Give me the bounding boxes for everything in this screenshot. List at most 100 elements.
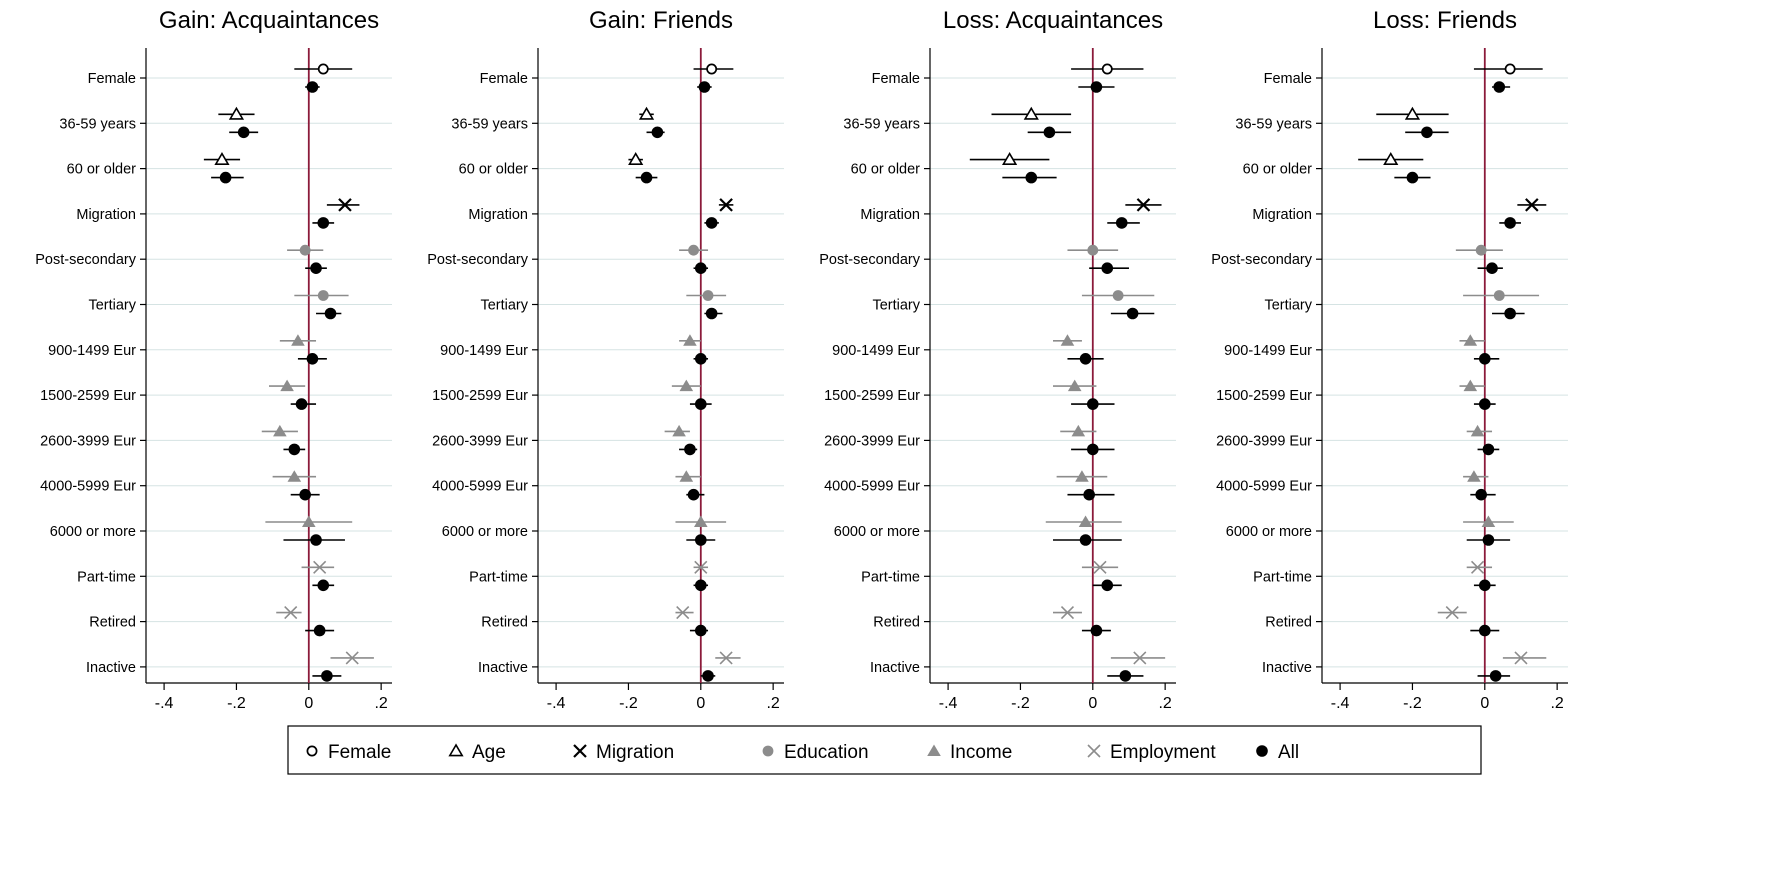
legend-label-employment: Employment <box>1110 742 1216 763</box>
point-all <box>702 670 714 682</box>
point-all <box>288 443 301 456</box>
point-all <box>1119 670 1132 682</box>
point-migration <box>1525 198 1539 212</box>
point-migration <box>1136 198 1151 212</box>
category-label: Inactive <box>870 660 920 676</box>
x-tick-label: -.4 <box>155 695 174 712</box>
category-label: Part-time <box>861 569 920 585</box>
point-education <box>299 244 311 256</box>
legend: Female Age Migration Education Income Employm… <box>287 725 1482 775</box>
point-all <box>1482 534 1495 546</box>
point-age <box>214 152 230 165</box>
point-all <box>698 81 711 93</box>
point-all <box>1126 307 1139 320</box>
point-employment <box>694 560 708 574</box>
category-label: 36-59 years <box>451 116 528 132</box>
point-income <box>1075 470 1089 482</box>
legend-label-education: Education <box>784 742 869 763</box>
point-all <box>324 307 337 320</box>
category-label: 1500-2599 Eur <box>1216 388 1312 404</box>
point-all <box>694 353 707 365</box>
panel-3: Loss: Acquaintances Female 36-59 years 60 o… <box>819 7 1176 712</box>
legend-marker-age <box>448 743 464 757</box>
point-employment <box>313 560 327 574</box>
category-label: 6000 or more <box>442 524 528 540</box>
point-female <box>1101 63 1113 75</box>
x-tick-label: -.2 <box>1011 695 1030 712</box>
point-employment <box>345 651 359 665</box>
panel-title: Loss: Friends <box>1373 7 1517 34</box>
point-education <box>1475 244 1487 256</box>
category-label: 36-59 years <box>1235 116 1312 132</box>
point-all <box>694 398 707 410</box>
point-migration <box>338 198 352 212</box>
x-tick-label: -.2 <box>1403 695 1422 712</box>
category-label: Retired <box>481 615 528 631</box>
point-income <box>1463 379 1478 392</box>
category-label: 2600-3999 Eur <box>40 433 136 449</box>
point-all <box>1504 217 1516 229</box>
category-label: 36-59 years <box>843 116 920 132</box>
category-label: Tertiary <box>872 298 920 314</box>
legend-marker-all <box>1256 745 1268 757</box>
point-age <box>228 106 245 120</box>
category-label: Inactive <box>478 660 528 676</box>
category-label: 2600-3999 Eur <box>824 433 920 449</box>
point-all <box>705 217 718 229</box>
point-income <box>1060 334 1075 346</box>
point-all <box>1489 670 1502 682</box>
point-all <box>1101 262 1114 275</box>
point-all <box>1083 488 1095 501</box>
point-age <box>1383 152 1399 165</box>
point-education <box>1112 290 1124 301</box>
point-all <box>317 579 330 592</box>
point-all <box>640 171 653 184</box>
point-income <box>301 515 316 527</box>
point-income <box>291 334 305 346</box>
point-migration <box>719 198 733 212</box>
category-label: Migration <box>76 207 136 223</box>
point-all <box>1482 443 1495 456</box>
category-label: 2600-3999 Eur <box>432 433 528 449</box>
point-all <box>321 670 333 682</box>
point-all <box>1115 217 1128 229</box>
category-label: 6000 or more <box>1226 524 1312 540</box>
point-income <box>672 424 686 437</box>
category-label: Retired <box>1265 615 1312 631</box>
point-education <box>317 290 329 301</box>
category-label: 6000 or more <box>834 524 920 540</box>
category-label: Migration <box>1252 207 1312 223</box>
category-label: Retired <box>89 615 136 631</box>
category-label: 900-1499 Eur <box>1224 343 1312 359</box>
point-all <box>219 171 232 184</box>
point-all <box>1406 171 1419 184</box>
point-employment <box>1093 560 1107 574</box>
category-label: 900-1499 Eur <box>440 343 528 359</box>
point-all <box>1079 534 1092 546</box>
x-tick-label: .2 <box>1158 695 1171 712</box>
category-label: Post-secondary <box>1211 252 1312 268</box>
category-label: Migration <box>860 207 920 223</box>
category-label: 4000-5999 Eur <box>40 479 136 495</box>
point-all <box>684 443 696 456</box>
category-label: Post-secondary <box>35 252 136 268</box>
category-label: Post-secondary <box>819 252 920 268</box>
panel-4: Loss: Friends Female 36-59 years 60 or olde… <box>1211 7 1568 712</box>
point-income <box>1467 470 1481 482</box>
panel-title: Gain: Friends <box>589 7 733 34</box>
point-income <box>679 379 694 392</box>
x-tick-label: -.2 <box>619 695 638 712</box>
category-label: Part-time <box>77 569 136 585</box>
point-income <box>1067 379 1082 392</box>
category-label: Retired <box>873 615 920 631</box>
category-label: Part-time <box>1253 569 1312 585</box>
category-label: 1500-2599 Eur <box>40 388 136 404</box>
point-employment <box>676 606 690 620</box>
category-label: Tertiary <box>1264 298 1312 314</box>
category-label: Female <box>872 71 920 87</box>
legend-marker-female <box>306 745 318 757</box>
point-education <box>1493 290 1505 301</box>
category-label: 60 or older <box>67 162 136 178</box>
